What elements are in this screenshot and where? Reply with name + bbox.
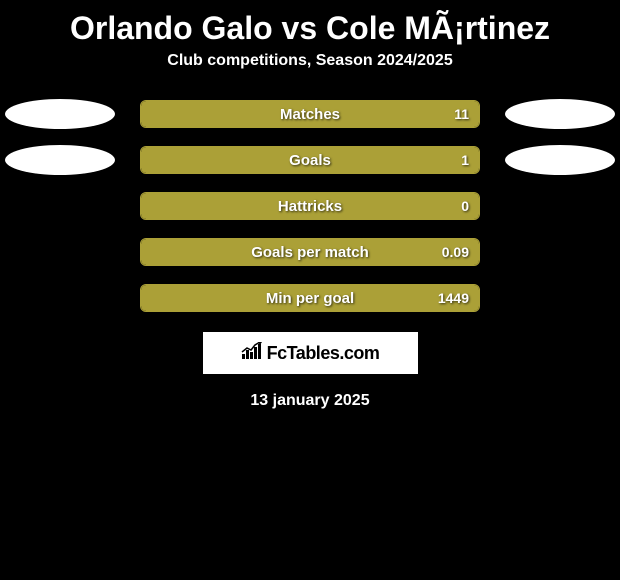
stat-label: Goals [289,152,331,169]
stat-row: Goals per match 0.09 [0,238,620,266]
stat-label: Min per goal [266,290,354,307]
chart-icon [241,342,263,365]
stat-bar: Goals 1 [140,146,480,174]
right-ellipse [505,145,615,175]
stat-row: Min per goal 1449 [0,284,620,312]
stat-bar: Goals per match 0.09 [140,238,480,266]
comparison-subtitle: Club competitions, Season 2024/2025 [0,52,620,100]
stat-label: Goals per match [251,244,369,261]
stat-value: 11 [454,106,469,122]
stat-row: Goals 1 [0,146,620,174]
stat-bar: Min per goal 1449 [140,284,480,312]
stat-value: 0 [461,198,469,214]
left-ellipse [5,99,115,129]
stat-bar: Matches 11 [140,100,480,128]
stat-label: Matches [280,106,340,123]
logo-box: FcTables.com [203,332,418,374]
stat-row: Hattricks 0 [0,192,620,220]
right-ellipse [505,99,615,129]
stat-bar: Hattricks 0 [140,192,480,220]
left-ellipse [5,145,115,175]
stat-value: 1449 [438,290,469,306]
stat-value: 0.09 [442,244,469,260]
stats-container: Matches 11 Goals 1 Hattricks 0 Goals per match… [0,100,620,312]
logo-text: FcTables.com [267,343,380,364]
date-label: 13 january 2025 [0,392,620,410]
stat-label: Hattricks [278,198,342,215]
stat-value: 1 [461,152,469,168]
comparison-title: Orlando Galo vs Cole MÃ¡rtinez [0,0,620,52]
stat-row: Matches 11 [0,100,620,128]
